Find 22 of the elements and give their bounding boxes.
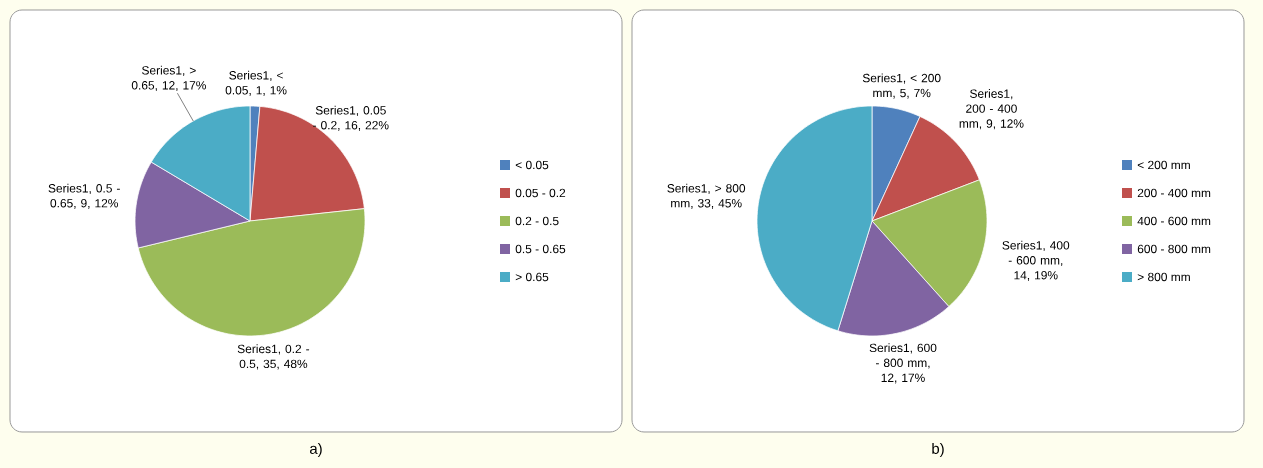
text: b) (932, 443, 944, 457)
data-label: Series1, 0.5 - 0.65, 9, 12% (48, 183, 120, 209)
legend-label: > 0.65 (515, 272, 549, 282)
data-label: Series1, < 0.05, 1, 1% (225, 70, 287, 96)
data-label: Series1, 200 - 400 mm, 9, 12% (959, 89, 1024, 130)
legend-label: 0.5 - 0.65 (515, 244, 566, 254)
legend-label: 0.05 - 0.2 (515, 188, 566, 198)
data-label: Series1, 0.2 - 0.5, 35, 48% (237, 344, 310, 370)
data-label: Series1, 400 - 600 mm, 14, 19% (1002, 240, 1070, 281)
data-label: Series1, < 200 mm, 5, 7% (862, 73, 941, 99)
data-label: Series1, 0.05 - 0.2, 16, 22% (313, 105, 389, 131)
legend-label: < 200 mm (1137, 160, 1190, 170)
data-label: Series1, 600 - 800 mm, 12, 17% (869, 343, 937, 384)
legend-label: < 0.05 (515, 160, 549, 170)
data-label: Series1, > 0.65, 12, 17% (131, 65, 207, 91)
legend-label: 0.2 - 0.5 (515, 216, 559, 226)
data-label: Series1, > 800 mm, 33, 45% (667, 183, 746, 209)
legend-label: 400 - 600 mm (1137, 216, 1211, 226)
legend-label: 600 - 800 mm (1137, 244, 1211, 254)
text: a) (310, 443, 322, 457)
legend-label: 200 - 400 mm (1137, 188, 1211, 198)
legend-label: > 800 mm (1137, 272, 1190, 282)
